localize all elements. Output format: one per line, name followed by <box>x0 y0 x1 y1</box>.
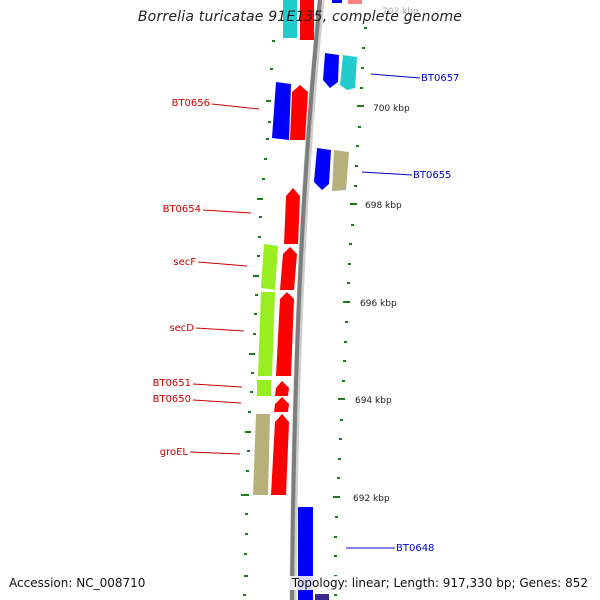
gene-label-bt0654[interactable]: BT0654 <box>163 204 201 215</box>
gene-pink-top-right <box>348 0 362 4</box>
scale-label-692: 692 kbp <box>353 494 390 504</box>
gene-label-groel[interactable]: groEL <box>160 447 189 458</box>
scale-label-702: 702 kbp <box>382 7 419 17</box>
topology-text: Topology: linear; Length: 917,330 bp; Ge… <box>289 576 590 590</box>
gene-label-bt0648[interactable]: BT0648 <box>396 543 434 554</box>
gene-bt0656-blue <box>272 82 291 140</box>
gene-label-bt0657[interactable]: BT0657 <box>421 73 459 84</box>
gene-features-top <box>283 0 362 40</box>
scale-label-698: 698 kbp <box>365 201 402 211</box>
scale-label-696: 696 kbp <box>360 299 397 309</box>
gene-label-secf[interactable]: secF <box>173 257 196 268</box>
accession-text: Accession: NC_008710 <box>9 576 146 590</box>
sequence-backbone <box>290 0 322 600</box>
gene-label-bt0651[interactable]: BT0651 <box>153 378 191 389</box>
gene-label-bt0650[interactable]: BT0650 <box>153 394 191 405</box>
gene-secf-lime <box>261 244 278 290</box>
gene-bt0650-red <box>274 397 289 412</box>
gene-label-bt0656[interactable]: BT0656 <box>172 98 210 109</box>
gene-label-secd[interactable]: secD <box>169 323 194 334</box>
tick-marks-left <box>241 40 275 596</box>
gene-labels-right: BT0657 BT0655 BT0648 <box>396 73 459 554</box>
gene-bt0654-red <box>284 188 300 244</box>
gene-bt0655-blue <box>314 148 331 190</box>
gene-bt0655-tan <box>332 150 349 191</box>
gene-bt0656-red <box>290 85 308 140</box>
gene-bt0651-lime <box>257 380 271 396</box>
scale-labels: 702 kbp 700 kbp 698 kbp 696 kbp 694 kbp … <box>353 7 419 504</box>
label-connectors-left <box>189 103 260 455</box>
gene-red-top <box>300 0 314 40</box>
tick-marks-right <box>333 27 367 596</box>
gene-bt0651-red <box>275 381 289 396</box>
map-title: Borrelia turicatae 91E135, complete geno… <box>137 9 463 25</box>
gene-secf-red <box>280 247 297 290</box>
gene-secd-lime <box>258 292 275 376</box>
gene-label-bt0655[interactable]: BT0655 <box>413 170 451 181</box>
gene-secd-red <box>276 292 294 376</box>
gene-groel-tan <box>253 414 270 495</box>
scale-label-700: 700 kbp <box>373 104 410 114</box>
gene-groel-red <box>271 414 289 495</box>
gene-bt0657-cyan <box>340 55 357 90</box>
gene-labels-left: BT0656 BT0654 secF secD BT0651 BT0650 gr… <box>153 98 210 458</box>
gene-bt0657-blue <box>323 53 339 88</box>
gene-cyan-top <box>283 0 297 38</box>
gene-bottom-navy <box>315 594 329 600</box>
gene-blue-top-right <box>332 0 342 3</box>
scale-label-694: 694 kbp <box>355 396 392 406</box>
label-connectors-right <box>346 73 421 549</box>
